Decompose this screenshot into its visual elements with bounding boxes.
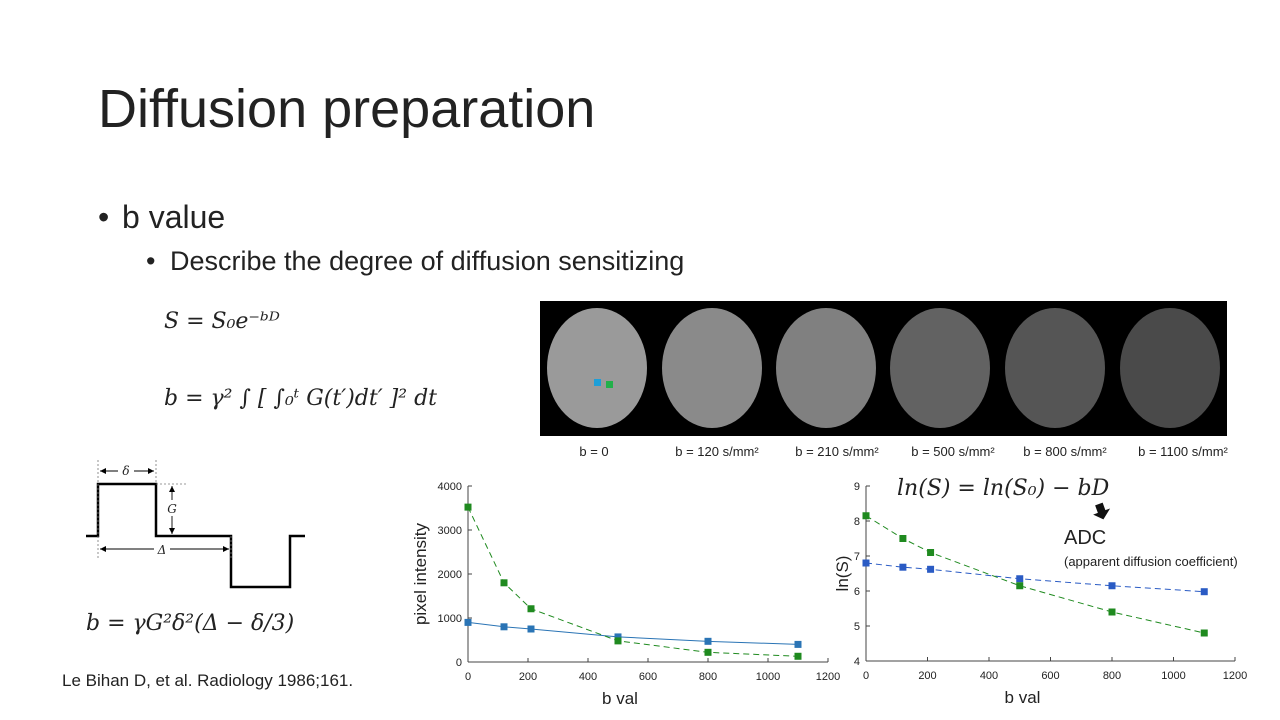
y-tick-label: 3000 <box>438 525 462 537</box>
data-point <box>527 605 535 613</box>
annotation-arrow <box>1093 502 1111 520</box>
series-line <box>865 562 1205 593</box>
annotation-label: ADC <box>1064 527 1106 549</box>
equation: S = S₀e⁻ᵇᴰ <box>164 309 280 334</box>
data-point <box>704 648 712 656</box>
x-tick-label: 1000 <box>1161 670 1185 682</box>
data-point <box>464 618 472 626</box>
image-label: b = 500 s/mm² <box>911 444 995 459</box>
y-tick-label: 6 <box>854 586 860 598</box>
y-axis-label: ln(S) <box>833 556 852 592</box>
bullet-text: b value <box>122 199 225 235</box>
series-line <box>467 621 799 645</box>
title: Diffusion preparation <box>98 79 595 139</box>
x-axis-label: b val <box>602 689 638 708</box>
x-tick-label: 800 <box>1103 670 1121 682</box>
bullet-text: Describe the degree of diffusion sensiti… <box>170 246 684 276</box>
data-point <box>862 512 870 520</box>
mri-images <box>540 301 1227 436</box>
x-tick-label: 400 <box>579 671 597 683</box>
data-point <box>899 563 907 571</box>
x-tick-label: 400 <box>980 670 998 682</box>
data-point <box>794 652 802 660</box>
y-axis-label: pixel intensity <box>411 522 430 625</box>
y-tick-label: 5 <box>854 621 860 633</box>
image-label: b = 0 <box>579 444 608 459</box>
y-tick-label: 1000 <box>438 613 462 625</box>
y-tick-label: 8 <box>854 516 860 528</box>
pulse-label: Δ <box>157 543 167 557</box>
equation: b = γ² ∫ [ ∫₀ᵗ G(t′)dt′ ]² dt <box>164 386 437 411</box>
image-label: b = 120 s/mm² <box>675 444 759 459</box>
data-point <box>862 559 870 567</box>
data-point <box>1108 608 1116 616</box>
x-tick-label: 1000 <box>756 671 780 683</box>
y-tick-label: 4000 <box>438 481 462 493</box>
y-tick-label: 7 <box>854 551 860 563</box>
x-tick-label: 1200 <box>816 671 840 683</box>
y-tick-label: 0 <box>456 657 462 669</box>
data-point <box>464 503 472 511</box>
series-line <box>467 506 799 657</box>
series-line <box>865 515 1205 634</box>
x-tick-label: 600 <box>1041 670 1059 682</box>
citation: Le Bihan D, et al. Radiology 1986;161. <box>62 671 353 690</box>
x-tick-label: 1200 <box>1223 670 1247 682</box>
data-point <box>704 637 712 645</box>
data-point <box>1108 582 1116 590</box>
annotation-equation: ln(S) = ln(S₀) − bD <box>897 476 1110 501</box>
image-label: b = 1100 s/mm² <box>1138 444 1228 459</box>
data-point <box>1200 588 1208 596</box>
image-label: b = 210 s/mm² <box>795 444 879 459</box>
data-point <box>927 565 935 573</box>
image-label: b = 800 s/mm² <box>1023 444 1107 459</box>
data-point <box>614 637 622 645</box>
x-tick-label: 600 <box>639 671 657 683</box>
data-point <box>527 625 535 633</box>
y-tick-label: 9 <box>854 481 860 493</box>
data-point <box>1200 629 1208 637</box>
pulse-label: G <box>167 502 177 516</box>
x-tick-label: 0 <box>863 670 869 682</box>
annotation-note: (apparent diffusion coefficient) <box>1064 554 1238 569</box>
data-point <box>1016 575 1024 583</box>
pulse-label: δ <box>122 464 129 478</box>
bullet: • <box>146 246 155 276</box>
bullet: • <box>98 199 109 235</box>
y-tick-label: 2000 <box>438 569 462 581</box>
data-point <box>614 633 622 641</box>
data-point <box>927 549 935 556</box>
x-tick-label: 200 <box>918 670 936 682</box>
data-point <box>899 535 907 542</box>
x-tick-label: 200 <box>519 671 537 683</box>
y-tick-label: 4 <box>854 656 860 668</box>
data-point <box>1016 582 1024 590</box>
data-point <box>500 579 508 587</box>
x-tick-label: 0 <box>465 671 471 683</box>
equation: b = γG²δ²(Δ − δ/3) <box>86 611 294 636</box>
x-axis-label: b val <box>1005 688 1041 707</box>
data-point <box>500 623 508 631</box>
data-point <box>794 640 802 648</box>
x-tick-label: 800 <box>699 671 717 683</box>
pulse-diagram <box>86 460 305 589</box>
